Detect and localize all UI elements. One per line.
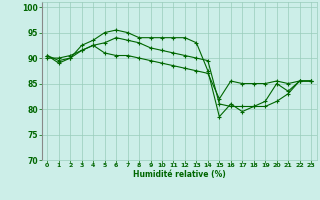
X-axis label: Humidité relative (%): Humidité relative (%) [133,170,226,179]
